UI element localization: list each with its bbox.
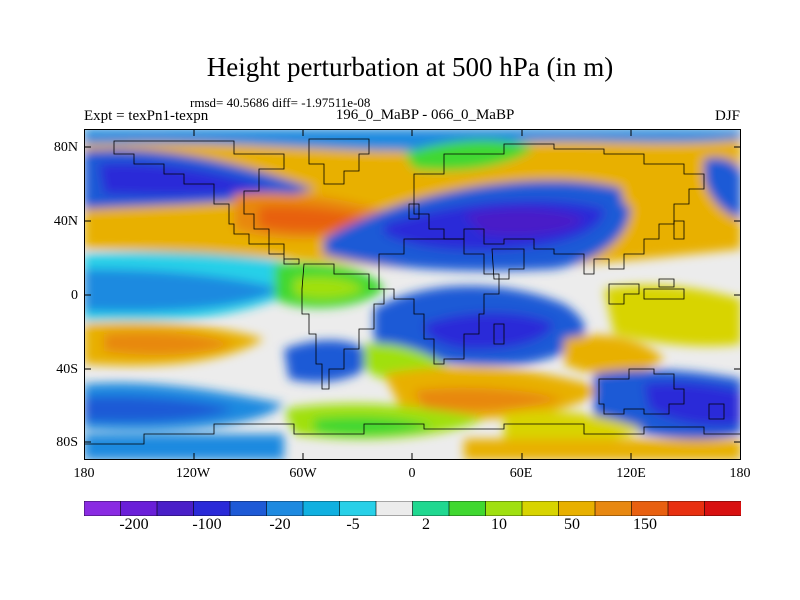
field-band xyxy=(464,208,584,236)
field-band xyxy=(644,382,741,426)
y-tick-label-80n: 80N xyxy=(53,140,78,155)
colorbar-label: 50 xyxy=(564,516,580,533)
x-tick-label-120w: 120W xyxy=(175,466,211,481)
madagascar-outline xyxy=(493,323,505,345)
season-label: DJF xyxy=(714,108,740,124)
australia-outline xyxy=(598,368,685,415)
colorbar-swatch xyxy=(339,501,377,516)
y-tick-label-40s: 40S xyxy=(56,362,78,377)
colorbar xyxy=(84,501,741,516)
x-tick-label-60w: 60W xyxy=(289,466,317,481)
x-tick-label-180e: 180 xyxy=(729,466,751,481)
experiment-label: Expt = texPn1-texpn xyxy=(84,108,209,124)
field-band xyxy=(84,129,741,151)
x-tick-label-180w: 180 xyxy=(73,466,95,481)
colorbar-swatch xyxy=(558,501,596,516)
map-plot xyxy=(84,129,741,460)
field-band xyxy=(464,439,741,460)
japan-outline xyxy=(673,220,685,240)
colorbar-swatch xyxy=(448,501,487,516)
x-ticks xyxy=(193,129,632,460)
field-band xyxy=(564,335,664,375)
field-band xyxy=(84,269,284,312)
colorbar-label: 150 xyxy=(633,516,657,533)
field-band xyxy=(424,312,554,350)
field-band xyxy=(414,387,564,412)
field-band xyxy=(314,416,434,436)
uk-outline xyxy=(408,203,420,220)
colorbar-swatch xyxy=(84,501,122,516)
field-band xyxy=(294,277,364,299)
colorbar-swatch xyxy=(375,501,414,516)
x-tick-label-60e: 60E xyxy=(509,466,533,481)
colorbar-label: -200 xyxy=(119,516,149,533)
arabia-outline xyxy=(491,248,525,280)
run-comparison-label: 196_0_MaBP - 066_0_MaBP xyxy=(335,107,515,123)
field-band xyxy=(284,340,374,383)
field-band xyxy=(84,434,284,460)
colorbar-swatch xyxy=(631,501,669,516)
x-tick-label-0: 0 xyxy=(408,466,416,481)
colorbar-swatch xyxy=(485,501,523,516)
field-band xyxy=(404,139,534,171)
colorbar-label: -100 xyxy=(192,516,222,533)
field-band xyxy=(604,284,741,346)
antarctica-outline xyxy=(84,423,741,445)
colorbar-swatch xyxy=(667,501,706,516)
y-tick-label-40n: 40N xyxy=(53,214,78,229)
indonesia-outline xyxy=(608,278,685,305)
colorbar-label: -20 xyxy=(269,516,291,533)
field-band xyxy=(99,163,274,196)
colorbar-swatch xyxy=(412,501,450,516)
new-zealand-outline xyxy=(708,403,725,420)
north-america-outline xyxy=(113,140,300,265)
colorbar-swatch xyxy=(120,501,158,516)
field-band xyxy=(704,157,741,219)
colorbar-swatch xyxy=(229,501,268,516)
field-band xyxy=(104,332,234,355)
colorbar-label: 10 xyxy=(491,516,507,533)
colorbar-swatch xyxy=(302,501,341,516)
colorbar-label: 2 xyxy=(422,516,430,533)
eurasia-outline xyxy=(413,143,705,275)
colorbar-swatch xyxy=(704,501,741,516)
colorbar-label: -5 xyxy=(346,516,360,533)
colorbar-swatch xyxy=(266,501,304,516)
field-band xyxy=(84,396,234,423)
stats-line: rmsd= 40.5686 diff= -1.97511e-08 xyxy=(190,95,371,110)
y-tick-label-eq: 0 xyxy=(71,288,78,303)
x-tick-label-120e: 120E xyxy=(616,466,646,481)
colorbar-swatch xyxy=(521,501,560,516)
coastline-outlines xyxy=(84,138,741,445)
africa-outline xyxy=(378,238,500,365)
greenland-outline xyxy=(308,138,370,185)
y-tick-label-80s: 80S xyxy=(56,435,78,450)
field-band xyxy=(504,411,644,445)
colorbar-swatch xyxy=(193,501,231,516)
colorbar-swatch xyxy=(156,501,195,516)
plot-title: Height perturbation at 500 hPa (in m) xyxy=(206,52,614,82)
y-ticks xyxy=(84,146,741,443)
south-america-outline xyxy=(301,263,385,390)
colorbar-swatch xyxy=(594,501,633,516)
